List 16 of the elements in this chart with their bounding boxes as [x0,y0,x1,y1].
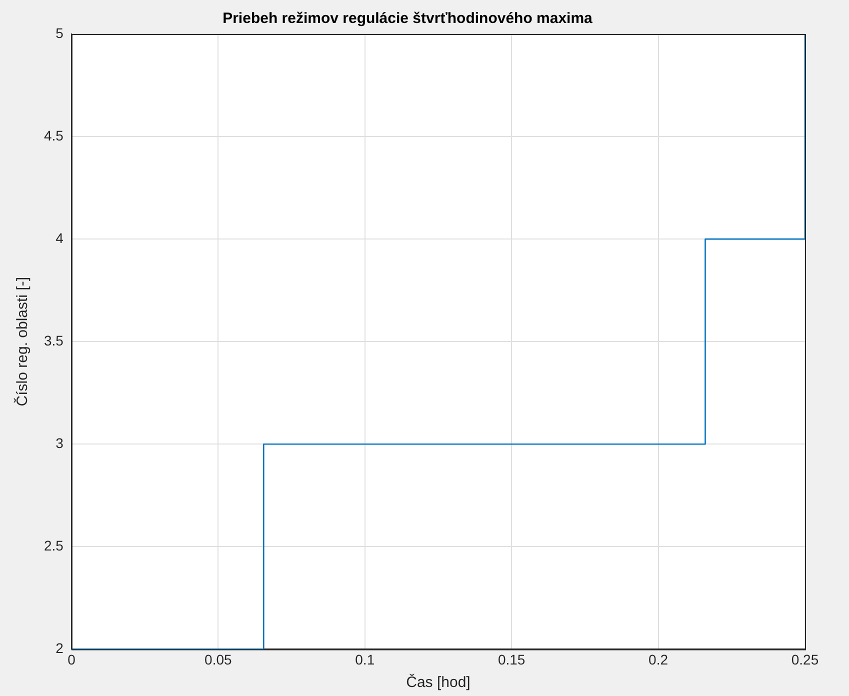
x-tick-label: 0.15 [498,651,526,668]
y-tick-label: 2.5 [44,538,64,554]
x-tick-label: 0.1 [355,651,375,668]
y-tick-label: 3.5 [44,332,64,348]
x-axis-title: Čas [hod] [406,673,470,692]
x-tick-label: 0.05 [204,651,232,668]
y-tick-label: 4 [56,230,64,246]
x-tick-label: 0 [68,651,76,668]
x-tick-label: 0.2 [648,651,668,668]
x-tick-label: 0.25 [791,651,819,668]
y-tick-label: 5 [56,24,64,41]
y-tick-label: 3 [56,434,64,451]
y-tick-label: 4.5 [44,127,64,144]
chart-title: Priebeh režimov regulácie štvrťhodinového maxima [222,10,594,28]
y-tick-label: 2 [56,640,64,656]
y-axis-title: Číslo reg. oblasti [-] [13,276,32,406]
